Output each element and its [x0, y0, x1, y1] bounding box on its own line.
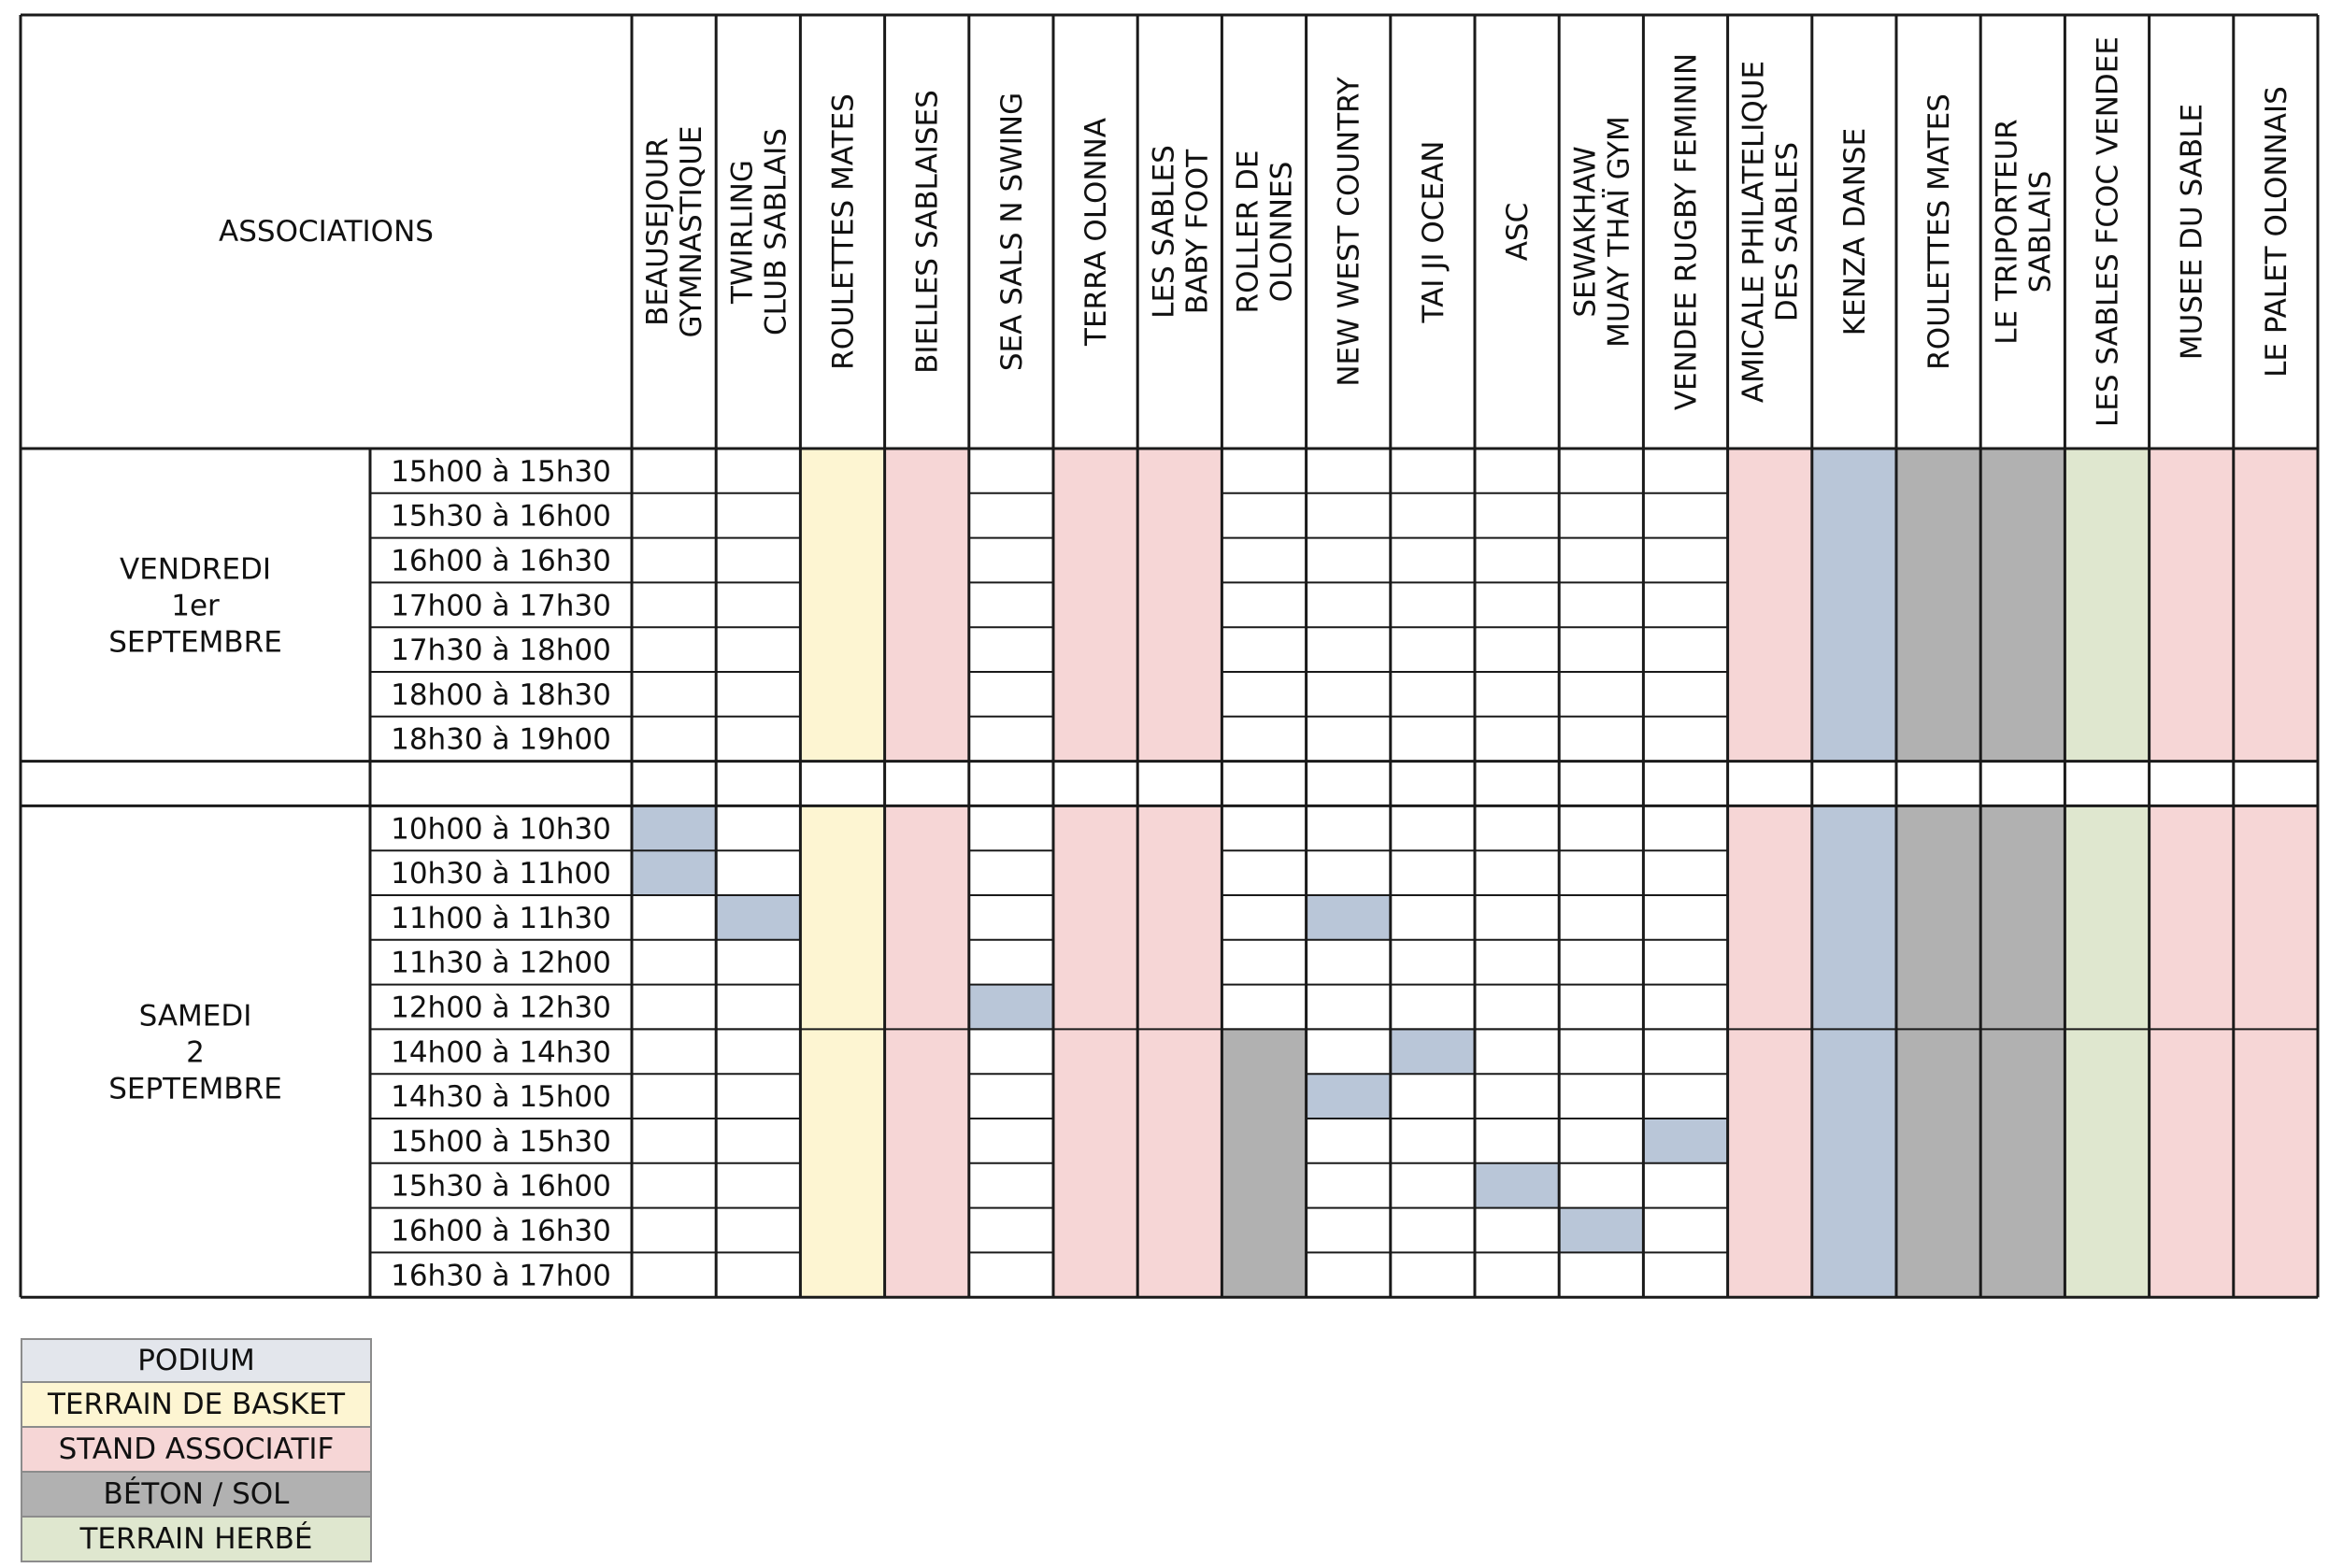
time-slot-1-3: 11h30 à 12h00	[391, 947, 611, 980]
fill-day2-stand	[1137, 805, 1222, 1298]
fill-day1-podium	[1811, 449, 1896, 762]
fill-day1-stand	[2233, 449, 2318, 762]
fill-day2-podium	[1811, 805, 1896, 1298]
time-slot-0-4: 17h30 à 18h00	[391, 634, 611, 667]
fill-day2-podium-cell	[716, 895, 801, 940]
column-header-15-line-0: ROULETTES MATES	[1922, 93, 1956, 370]
column-header-0-line-0: BEAUSEJOUR	[641, 137, 675, 326]
time-slot-1-10: 16h30 à 17h00	[391, 1259, 611, 1292]
column-header-7-line-1: OLONNES	[1265, 162, 1299, 303]
column-header-18-line-0: MUSEE DU SABLE	[2176, 104, 2209, 360]
fill-day2-podium-cell	[1306, 895, 1391, 940]
fill-day1-beton	[1896, 449, 1981, 762]
time-slot-1-4: 12h00 à 12h30	[391, 991, 611, 1025]
column-header-5-line-0: TERRA OLONNA	[1079, 118, 1113, 347]
fill-day2-stand	[2233, 805, 2318, 1298]
fill-day1-stand	[1053, 449, 1138, 762]
fill-day2-podium-cell	[1559, 1207, 1644, 1253]
column-header-14-line-0: KENZA DANSE	[1838, 128, 1872, 335]
legend-podium: PODIUM	[21, 1338, 372, 1383]
column-header-1-line-0: TWIRLING	[725, 160, 759, 305]
time-slot-0-2: 16h00 à 16h30	[391, 545, 611, 578]
fill-day2-beton-afternoon	[1222, 1029, 1307, 1298]
fill-day2-stand	[884, 805, 969, 1298]
fill-day1-beton	[1980, 449, 2065, 762]
column-header-11-line-1: MUAY THAÏ GYM	[1602, 116, 1636, 348]
column-header-6-line-0: LES SABLES	[1147, 145, 1180, 319]
fill-day2-podium-cell	[1643, 1119, 1728, 1163]
day-label-1-line-0: SAMEDI	[139, 999, 252, 1033]
time-slot-1-7: 15h00 à 15h30	[391, 1125, 611, 1159]
column-header-0-line-1: GYMNASTIQUE	[675, 126, 708, 338]
time-slot-0-3: 17h00 à 17h30	[391, 589, 611, 622]
column-header-13-line-1: DES SABLES	[1771, 142, 1805, 321]
fill-day1-stand	[884, 449, 969, 762]
fill-day1-stand	[2149, 449, 2234, 762]
fill-day1-stand	[1727, 449, 1812, 762]
associations-header: ASSOCIATIONS	[219, 215, 434, 249]
fill-day2-stand	[1053, 805, 1138, 1298]
column-header-17-line-0: LES SABLES FCOC VENDEE	[2092, 36, 2125, 427]
column-header-16-line-1: SABLAIS	[2023, 171, 2057, 293]
column-header-11-line-0: SEWAKHAW	[1568, 146, 1602, 317]
time-slot-1-9: 16h00 à 16h30	[391, 1215, 611, 1248]
fill-day2-podium-cell	[968, 984, 1053, 1030]
time-slot-1-0: 10h00 à 10h30	[391, 812, 611, 846]
fill-day2-podium-cell	[632, 850, 717, 895]
fill-day1-stand	[1137, 449, 1222, 762]
fill-day2-beton	[1896, 805, 1981, 1298]
day-label-0-line-1: 1er	[171, 589, 220, 622]
column-header-7-line-0: ROLLER DE	[1232, 150, 1265, 314]
time-slot-0-1: 15h30 à 16h00	[391, 500, 611, 534]
time-slot-1-1: 10h30 à 11h00	[391, 857, 611, 891]
column-header-16-line-0: LE TRIPORTEUR	[1990, 119, 2023, 344]
time-slot-0-6: 18h30 à 19h00	[391, 723, 611, 757]
time-slot-1-5: 14h00 à 14h30	[391, 1035, 611, 1069]
column-header-8-line-0: NEW WEST COUNTRY	[1333, 77, 1366, 386]
column-header-12-line-0: VENDEE RUGBY FEMININ	[1670, 53, 1704, 410]
day-label-0-line-0: VENDREDI	[120, 552, 271, 586]
fill-day2-herbe	[2065, 805, 2150, 1298]
column-header-10-line-0: ASC	[1501, 203, 1535, 262]
schedule-grid: ASSOCIATIONS BEAUSEJOUR GYMNASTIQUE TWIRLIN…	[19, 13, 2320, 1299]
time-slot-1-8: 15h30 à 16h00	[391, 1170, 611, 1204]
fill-day2-podium-cell	[1390, 1029, 1475, 1075]
legend-beton-sol: BÉTON / SOL	[21, 1473, 372, 1518]
column-header-3-line-0: BIELLES SABLAISES	[911, 90, 945, 374]
day-label-1-line-1: 2	[186, 1035, 205, 1069]
time-slot-0-5: 18h00 à 18h30	[391, 678, 611, 712]
fill-day2-podium-cell	[1306, 1074, 1391, 1119]
legend-terrain-de-basket: TERRAIN DE BASKET	[21, 1383, 372, 1428]
fill-day2-stand	[2149, 805, 2234, 1298]
time-slot-0-0: 15h00 à 15h30	[391, 455, 611, 489]
column-header-4-line-0: SEA SALS N SWING	[995, 93, 1029, 371]
fill-day2-basket	[800, 805, 885, 1298]
column-header-9-line-0: TAI JI OCEAN	[1417, 141, 1450, 324]
time-slot-1-6: 14h30 à 15h00	[391, 1080, 611, 1114]
day-label-0-line-2: SEPTEMBRE	[108, 625, 282, 659]
time-slot-1-2: 11h00 à 11h30	[391, 902, 611, 935]
column-header-1-line-1: CLUB SABLAIS	[759, 128, 793, 335]
legend-stand-associatif: STAND ASSOCIATIF	[21, 1428, 372, 1473]
legend-terrain-herbe: TERRAIN HERBÉ	[21, 1518, 372, 1562]
column-header-2-line-0: ROULETTES MATES	[827, 93, 861, 370]
column-header-19-line-0: LE PALET OLONNAIS	[2260, 86, 2293, 378]
fill-day2-beton	[1980, 805, 2065, 1298]
fill-day1-herbe	[2065, 449, 2150, 762]
fill-day1-basket	[800, 449, 885, 762]
column-header-6-line-1: BABY FOOT	[1180, 149, 1214, 314]
day-label-1-line-2: SEPTEMBRE	[108, 1072, 282, 1105]
legend: PODIUM TERRAIN DE BASKET STAND ASSOCIATI…	[21, 1338, 372, 1562]
fill-day2-podium-cell	[632, 805, 717, 851]
fill-day2-podium-cell	[1475, 1162, 1560, 1208]
column-header-13-line-0: AMICALE PHILATELIQUE	[1737, 61, 1771, 403]
fill-day2-stand	[1727, 805, 1812, 1298]
